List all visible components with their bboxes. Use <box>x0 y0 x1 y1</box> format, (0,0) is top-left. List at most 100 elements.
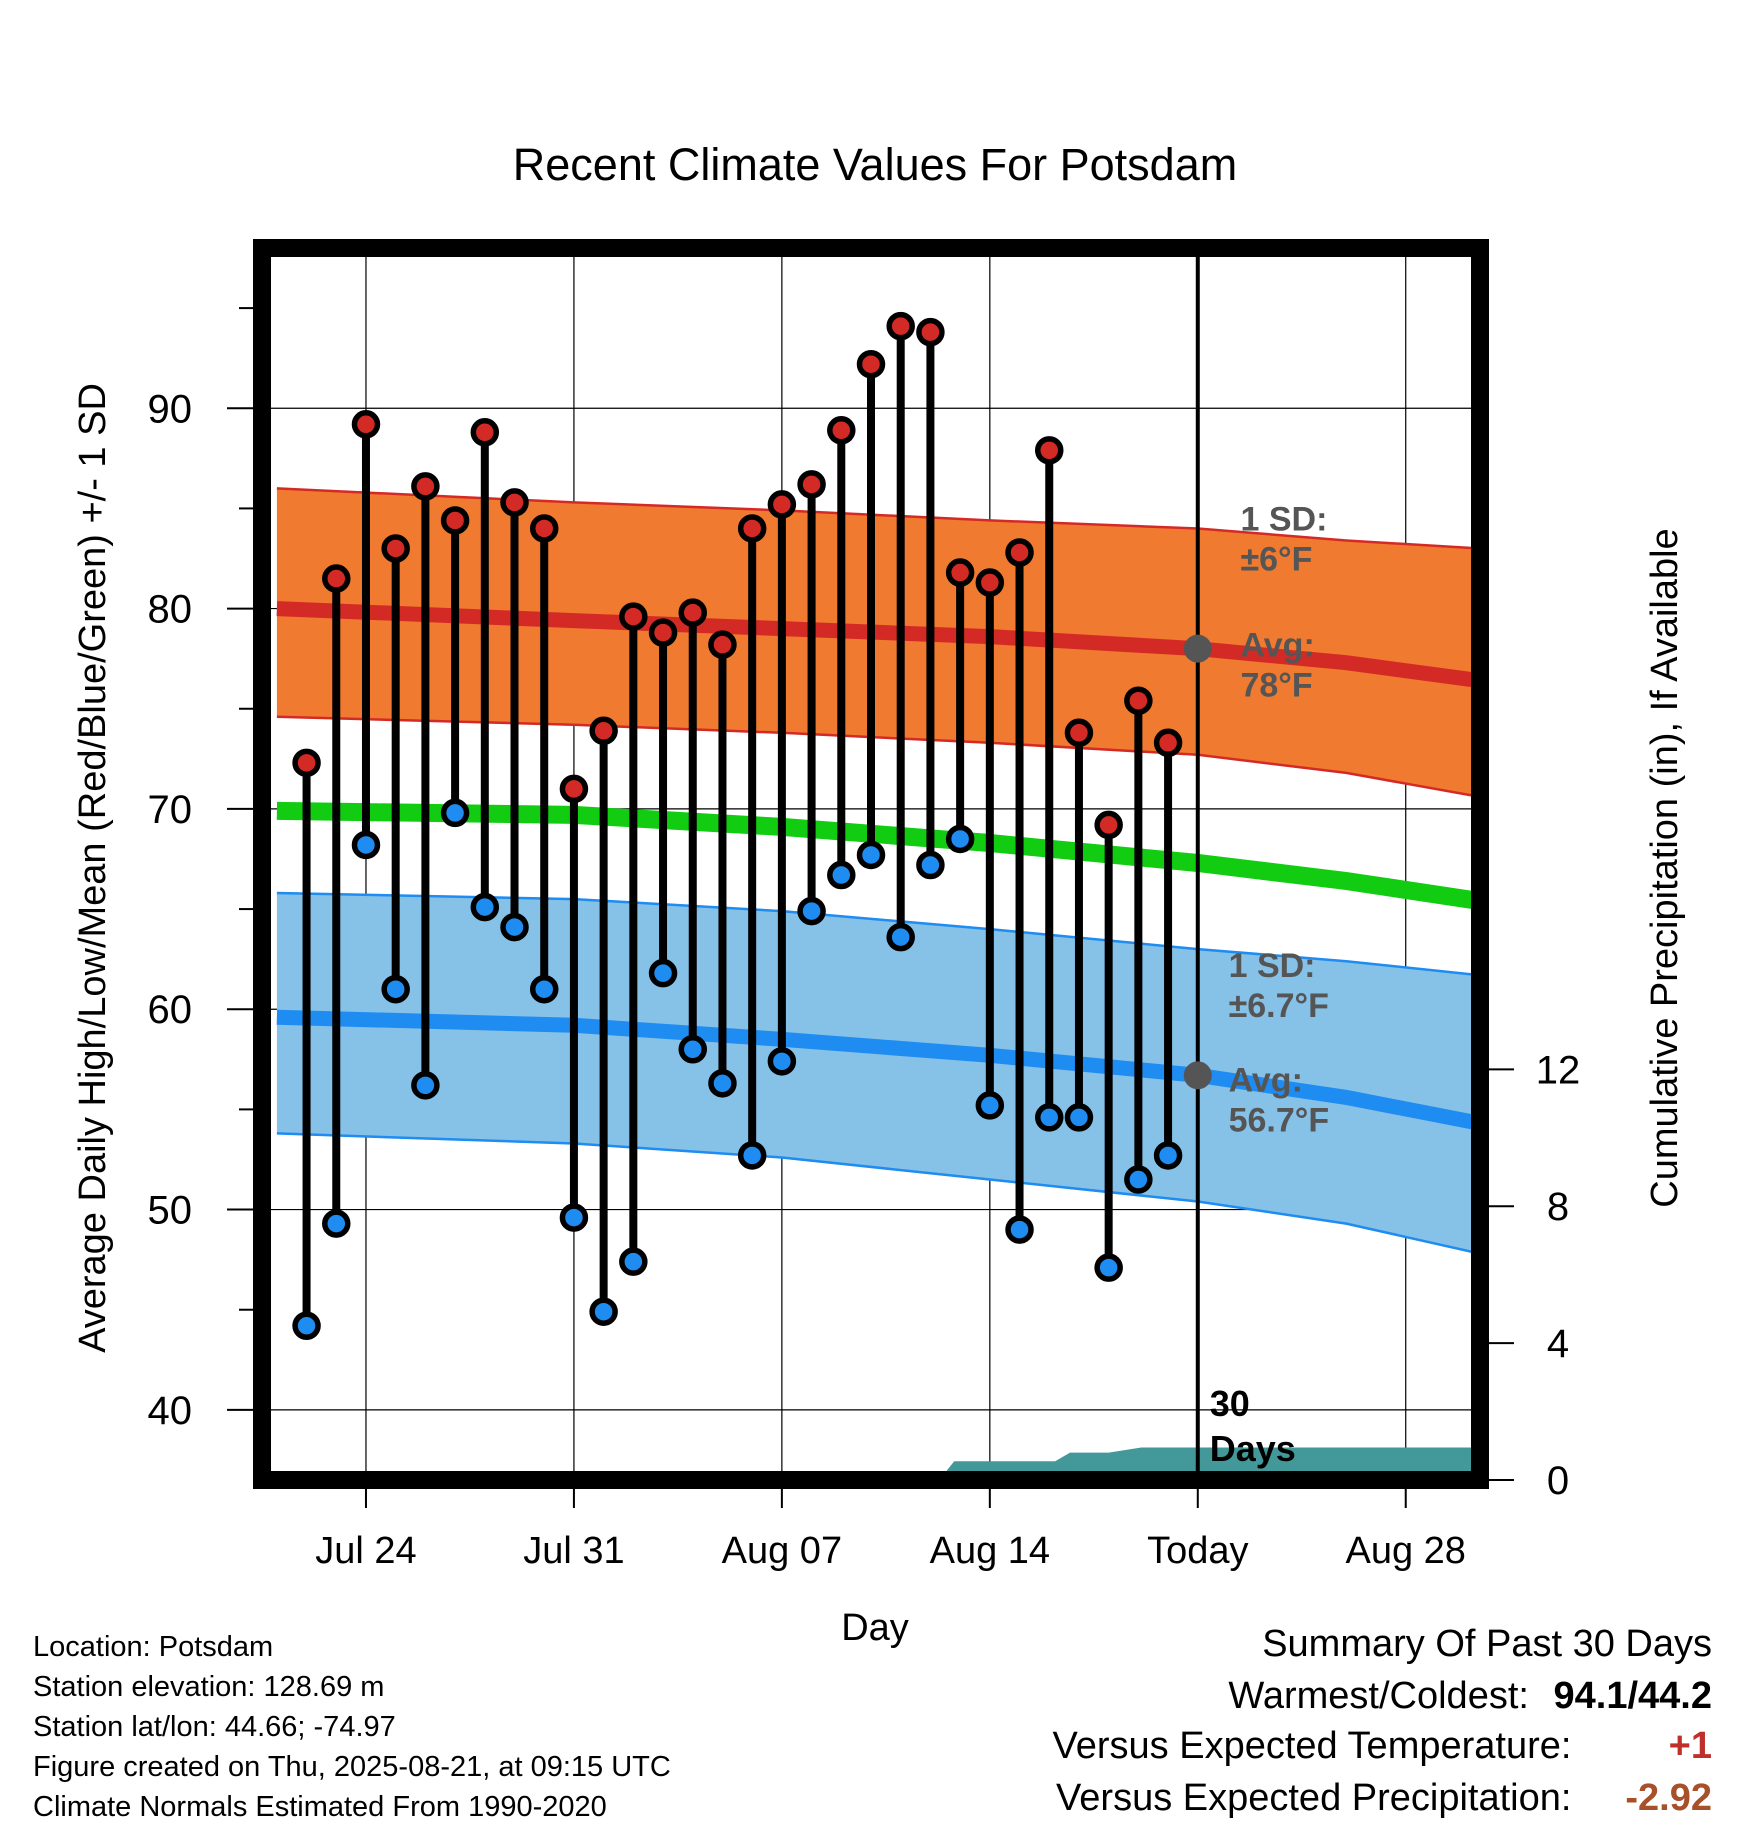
normal-annotation: Avg: <box>1229 1061 1303 1099</box>
y-tick-label: 70 <box>148 788 193 832</box>
warm-cold-value: 94.1/44.2 <box>1553 1675 1712 1717</box>
normal-annotation: 56.7°F <box>1229 1101 1330 1139</box>
chart-title: Recent Climate Values For Potsdam <box>513 139 1237 190</box>
y2-axis-label: Cumulative Precipitation (in), If Availa… <box>1644 528 1686 1207</box>
daily-high-point <box>559 774 589 804</box>
daily-high-point <box>1034 436 1064 465</box>
daily-high-point <box>945 558 975 587</box>
daily-high-point <box>1064 718 1094 748</box>
y-tick-label: 90 <box>148 387 193 431</box>
daily-high-point <box>975 568 1005 597</box>
normal-annotation: Avg: <box>1240 627 1314 665</box>
daily-low-point <box>440 798 470 828</box>
y-tick-label: 50 <box>148 1189 193 1233</box>
daily-low-point <box>411 1071 440 1100</box>
warm-cold-label: Warmest/Coldest: <box>1228 1675 1529 1717</box>
daily-low-point <box>381 974 410 1004</box>
y2-tick-label: 4 <box>1547 1322 1569 1366</box>
daily-low-point <box>856 840 886 870</box>
daily-low-point <box>589 1297 618 1326</box>
y-tick-label: 80 <box>148 588 193 632</box>
daily-low-point <box>1064 1103 1094 1132</box>
normal-high-band <box>276 488 1480 797</box>
daily-high-point <box>1153 728 1183 758</box>
plot-frame <box>253 239 1489 1489</box>
summary-warm-cold: Warmest/Coldest: 94.1/44.2 <box>1228 1675 1712 1718</box>
x-tick-label: Aug 07 <box>722 1530 842 1572</box>
daily-low-point <box>1034 1103 1064 1132</box>
daily-high-point <box>470 418 500 447</box>
daily-high-point <box>648 618 678 647</box>
daily-low-point <box>351 830 381 860</box>
y2-tick-label: 12 <box>1536 1048 1581 1092</box>
daily-low-point <box>975 1091 1005 1120</box>
daily-low-point <box>767 1047 797 1076</box>
normal-annotation: 1 SD: <box>1229 947 1316 985</box>
daily-high-point <box>381 534 410 563</box>
y2-tick-label: 0 <box>1547 1459 1569 1503</box>
daily-low-point <box>945 824 975 854</box>
daily-high-point <box>351 410 381 439</box>
normal-annotation: ±6.7°F <box>1229 987 1329 1025</box>
normal-annotation: ±6°F <box>1240 540 1312 578</box>
daily-high-point <box>529 514 559 543</box>
daily-high-point <box>322 564 351 593</box>
normal-high-upper-edge <box>276 487 1480 550</box>
daily-high-point <box>440 506 470 535</box>
y-axis-label: Average Daily High/Low/Mean (Red/Blue/Gr… <box>72 383 114 1353</box>
y2-tick-label: 8 <box>1547 1185 1569 1229</box>
x-tick-label: Today <box>1147 1530 1248 1572</box>
daily-high-point <box>916 317 945 347</box>
daily-low-point <box>470 892 500 922</box>
daily-low-point <box>619 1247 648 1276</box>
daily-low-point <box>1094 1253 1123 1282</box>
x-tick-label: Jul 31 <box>523 1530 624 1572</box>
normal-annotation: 78°F <box>1240 667 1312 705</box>
daily-high-point <box>678 598 708 627</box>
daily-low-point <box>827 860 856 890</box>
axes: Jul 24 Jul 31 Aug 07 Aug 14 Today Aug 2840506… <box>148 239 1581 1572</box>
x-tick-label: Aug 28 <box>1346 1530 1466 1572</box>
y-tick-label: 60 <box>148 988 193 1032</box>
normal-annotation: 1 SD: <box>1240 500 1327 538</box>
info-created: Figure created on Thu, 2025-08-21, at 09… <box>33 1751 671 1783</box>
daily-low-point <box>648 958 678 988</box>
daily-low-point <box>678 1035 708 1064</box>
today-line-label: 30 <box>1210 1383 1250 1424</box>
summary-heading: Summary Of Past 30 Days <box>1262 1623 1712 1665</box>
daily-high-point <box>708 630 737 659</box>
daily-low-point <box>1153 1141 1183 1170</box>
precip-value: -2.92 <box>1625 1777 1712 1819</box>
info-location: Location: Potsdam <box>33 1631 274 1663</box>
x-tick-label: Jul 24 <box>315 1530 416 1572</box>
daily-low-point <box>797 896 826 926</box>
daily-high-point <box>500 488 529 517</box>
daily-high-point <box>411 472 440 501</box>
daily-high-point <box>1124 686 1153 715</box>
precip-label: Versus Expected Precipitation: <box>1056 1777 1572 1819</box>
daily-low-point <box>322 1209 351 1238</box>
daily-low-point <box>1124 1165 1153 1194</box>
daily-low-point <box>708 1069 737 1098</box>
daily-high-point <box>619 602 648 631</box>
daily-high-point <box>856 349 886 379</box>
x-axis-label: Day <box>841 1607 909 1649</box>
info-normals: Climate Normals Estimated From 1990-2020 <box>33 1791 607 1823</box>
daily-low-point <box>500 912 529 942</box>
daily-high-point <box>292 748 321 778</box>
daily-low-point <box>916 850 945 880</box>
y-tick-label: 40 <box>148 1389 193 1433</box>
temp-label: Versus Expected Temperature: <box>1052 1725 1572 1767</box>
daily-high-point <box>1005 538 1034 567</box>
today-normal-marker <box>1183 634 1212 663</box>
daily-low-point <box>559 1203 589 1232</box>
today-normal-marker <box>1183 1061 1212 1090</box>
summary-temperature: Versus Expected Temperature: +1 <box>1053 1725 1712 1768</box>
x-tick-label: Aug 14 <box>930 1530 1050 1572</box>
daily-low-point <box>292 1311 321 1340</box>
daily-high-point <box>1094 810 1123 840</box>
daily-low-point <box>1005 1215 1034 1244</box>
daily-high-point <box>827 416 856 445</box>
